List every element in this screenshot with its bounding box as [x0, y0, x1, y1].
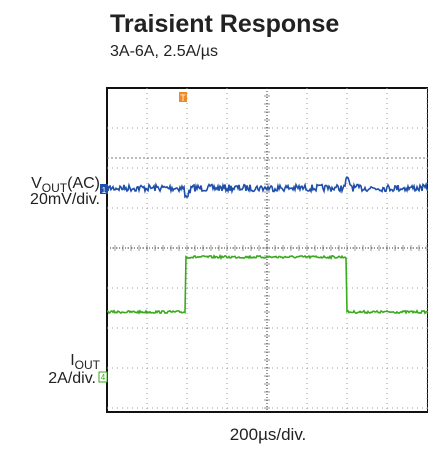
- trigger-marker: T: [180, 93, 186, 103]
- trigger-marker-box: [179, 92, 187, 102]
- channel-label: VOUT(AC): [31, 175, 100, 195]
- subscript: OUT: [42, 181, 68, 195]
- symbol: I: [70, 352, 74, 369]
- chart-subtitle: 3A-6A, 2.5A/µs: [110, 43, 218, 60]
- suffix: (AC): [67, 175, 100, 192]
- channel-marker-box: [100, 184, 108, 194]
- chart-title: Traisient Response: [110, 10, 339, 38]
- x-scale: 200µs/div.: [230, 425, 307, 444]
- symbol: V: [31, 175, 42, 192]
- channel-marker-box: [98, 371, 108, 383]
- current-trace: [106, 253, 428, 315]
- channel-marker: 1: [102, 186, 107, 195]
- channel-scale: 20mV/div.: [30, 191, 100, 208]
- channel-label: IOUT: [70, 352, 100, 372]
- subscript: OUT: [75, 358, 101, 372]
- voltage-trace: [106, 175, 428, 199]
- channel-marker: 4: [101, 373, 106, 382]
- channel-scale: 2A/div.: [48, 370, 96, 387]
- scope-screen: [106, 87, 428, 413]
